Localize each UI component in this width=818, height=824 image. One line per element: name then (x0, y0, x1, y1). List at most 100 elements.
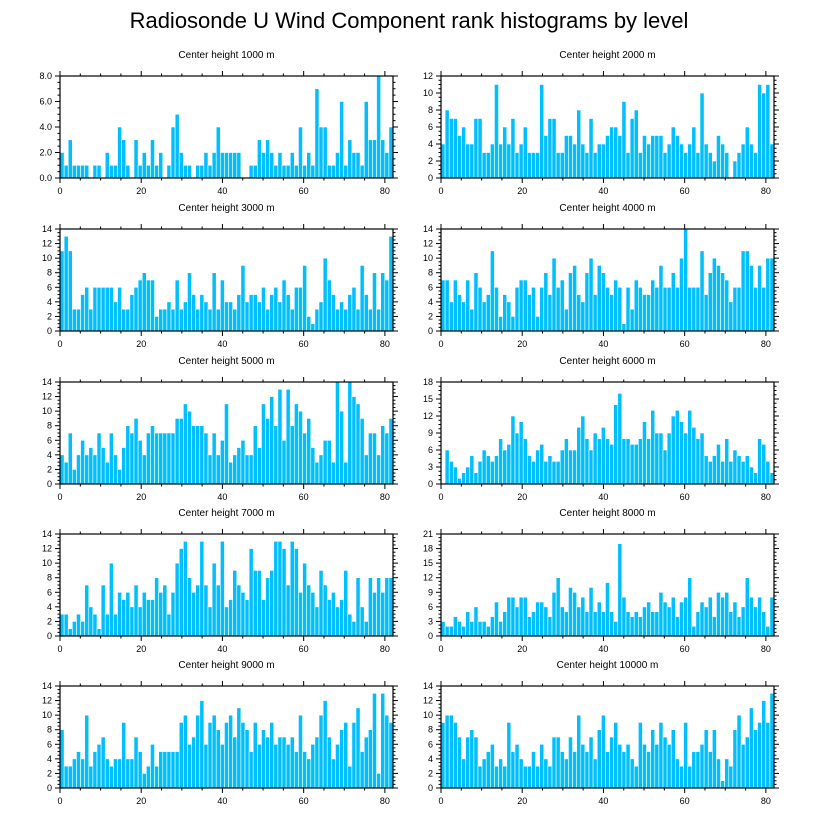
histogram-bar (728, 611, 734, 637)
panel-title: Center height 8000 m (559, 508, 655, 519)
histogram-bar (724, 438, 730, 485)
panel-frame (440, 75, 775, 179)
histogram-bar (109, 432, 114, 485)
histogram-bar (150, 599, 155, 637)
y-tick-label: 0 (428, 173, 433, 183)
histogram-bar (67, 765, 73, 789)
x-tick-label: 20 (517, 644, 527, 654)
histogram-bar (687, 765, 693, 789)
histogram-bar (716, 265, 721, 332)
histogram-bar (724, 279, 730, 332)
panel-5: Center height 5000 m 0 2 4 6 8 10 12 14 0 20 40 60 80 (42, 356, 398, 502)
histogram-bar (277, 152, 283, 179)
histogram-bar (769, 257, 775, 332)
histogram-bar (596, 143, 602, 179)
histogram-bar (703, 294, 709, 332)
histogram-bar (121, 139, 127, 179)
histogram-bar (670, 729, 676, 789)
histogram-bar (625, 611, 631, 637)
histogram-bar (203, 152, 209, 179)
histogram-bar (228, 599, 233, 637)
histogram-bar (605, 751, 610, 789)
histogram-bar (666, 743, 672, 789)
x-tick-label: 60 (680, 339, 690, 349)
histogram-bar (191, 591, 196, 637)
histogram-bar (326, 439, 332, 485)
histogram-bar (269, 152, 275, 179)
y-tick-label: 10 (42, 710, 52, 720)
histogram-bar (384, 714, 390, 789)
histogram-bar (113, 454, 118, 485)
histogram-bar (559, 606, 565, 637)
histogram-bar (281, 279, 287, 332)
histogram-bar (646, 143, 651, 179)
histogram-bar (518, 279, 524, 332)
y-tick-label: 18 (423, 544, 433, 554)
histogram-bar (564, 308, 569, 332)
histogram-bar (642, 135, 647, 179)
histogram-bar (170, 591, 176, 637)
x-tick-label: 0 (57, 339, 62, 349)
histogram-bar (150, 743, 155, 789)
histogram-bar (490, 250, 495, 332)
histogram-bar (372, 591, 377, 637)
histogram-bar (666, 286, 672, 332)
y-tick-label: 2 (428, 156, 433, 166)
histogram-bar (335, 308, 340, 332)
histogram-bar (109, 765, 114, 789)
histogram-bar (527, 616, 532, 637)
histogram-bar (498, 758, 503, 789)
histogram-bar (388, 418, 394, 485)
y-tick-label: 2 (428, 768, 433, 778)
histogram-bar (568, 135, 573, 179)
histogram-bar (84, 714, 90, 789)
histogram-bar (351, 722, 357, 789)
histogram-bar (166, 301, 172, 332)
y-tick-label: 0 (47, 783, 52, 793)
histogram-bar (252, 722, 258, 789)
histogram-bar (568, 736, 573, 789)
x-tick-label: 80 (761, 492, 771, 502)
histogram-bar (765, 722, 771, 789)
histogram-bar (183, 301, 188, 332)
histogram-bar (531, 461, 536, 485)
histogram-bar (720, 596, 725, 637)
histogram-bar (137, 279, 143, 332)
histogram-bar (695, 152, 701, 179)
histogram-bar (498, 621, 503, 637)
histogram-bar (146, 599, 151, 637)
histogram-bar (261, 286, 266, 332)
histogram-bar (355, 577, 361, 637)
histogram-bar (477, 118, 483, 179)
histogram-bar (133, 584, 139, 637)
histogram-bar (761, 92, 767, 179)
histogram-bar (576, 714, 582, 789)
y-tick-label: 15 (423, 558, 433, 568)
histogram-bar (761, 611, 767, 637)
histogram-bar (506, 596, 512, 637)
histogram-bar (277, 388, 283, 485)
histogram-bar (232, 736, 238, 789)
histogram-bar (485, 625, 491, 637)
panel-title: Center height 5000 m (178, 356, 274, 367)
histogram-bar (269, 722, 275, 789)
histogram-bar (63, 765, 69, 789)
histogram-bar (588, 736, 594, 789)
histogram-bar (314, 461, 320, 485)
x-tick-label: 0 (438, 186, 443, 196)
histogram-bar (314, 308, 320, 332)
histogram-bar (588, 118, 594, 179)
histogram-bar (444, 109, 450, 179)
histogram-bar (638, 722, 643, 789)
histogram-bar (646, 294, 651, 332)
y-tick-label: 2 (47, 464, 52, 474)
histogram-bar (125, 308, 131, 332)
histogram-bar (80, 294, 85, 332)
histogram-bar (63, 613, 69, 637)
histogram-bar (502, 126, 508, 179)
histogram-bar (178, 418, 184, 485)
y-tick-label: 4.0 (39, 122, 52, 132)
histogram-bar (215, 308, 221, 332)
histogram-bar (514, 432, 520, 485)
histogram-bar (613, 126, 619, 179)
